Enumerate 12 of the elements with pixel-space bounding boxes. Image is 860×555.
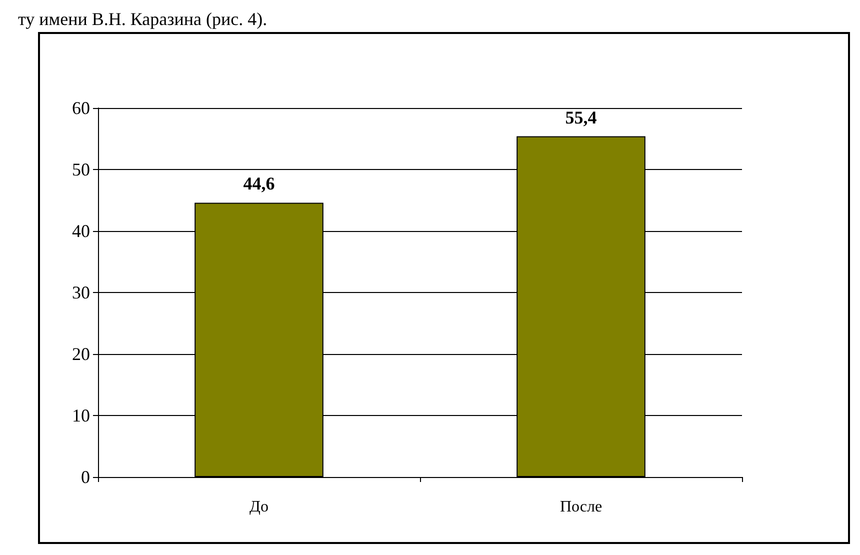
y-tick-label: 60 xyxy=(72,98,90,118)
x-tick-label: После xyxy=(560,498,602,516)
y-tick-label: 0 xyxy=(81,467,90,487)
y-tick-label: 50 xyxy=(72,160,90,180)
y-tick-label: 30 xyxy=(72,282,90,302)
text: ту имени В.Н. Каразина (рис. 4). xyxy=(18,9,268,29)
y-tick-label: 40 xyxy=(72,221,90,241)
y-tick-label: 10 xyxy=(72,406,90,426)
data-label: 44,6 xyxy=(243,174,275,194)
x-tick-label: До xyxy=(250,498,268,516)
data-label: 55,4 xyxy=(565,107,597,128)
y-tick-label: 20 xyxy=(72,344,90,364)
